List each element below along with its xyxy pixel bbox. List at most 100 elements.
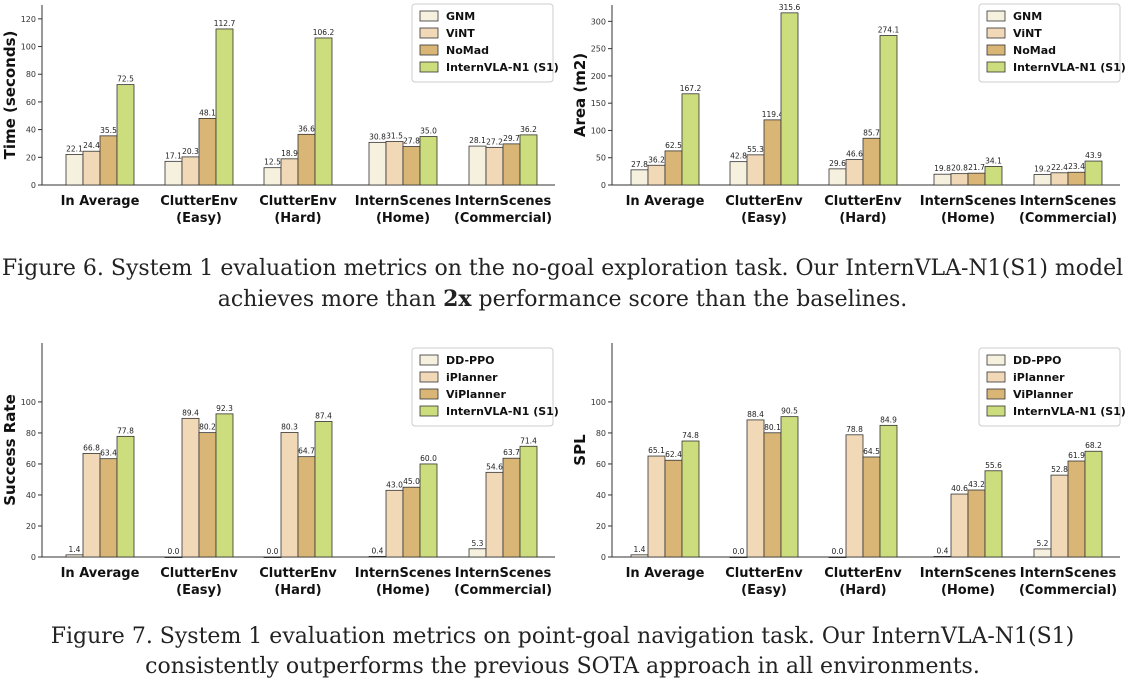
data-label: 66.8	[83, 443, 100, 452]
legend-swatch	[419, 354, 439, 366]
x-tick-label: InternScenes	[920, 194, 1017, 209]
x-tick-label: InternScenes	[355, 194, 452, 209]
bar	[967, 489, 986, 558]
figure-6-caption-pre: achieves more than	[217, 287, 444, 312]
data-label: 30.8	[369, 132, 386, 141]
data-label: 89.4	[182, 408, 199, 417]
legend-swatch	[419, 44, 439, 56]
legend-label: GNM	[1013, 10, 1042, 23]
legend-label: ViNT	[446, 27, 475, 40]
data-label: 27.2	[486, 137, 503, 146]
data-label: 19.2	[1034, 165, 1051, 174]
data-label: 34.1	[985, 156, 1002, 165]
y-tick-label: 50	[596, 154, 606, 163]
figure-7-caption: Figure 7. System 1 evaluation metrics on…	[0, 622, 1125, 682]
bar	[116, 435, 135, 558]
bar	[468, 145, 487, 186]
legend-swatch	[419, 405, 439, 417]
bar	[385, 140, 404, 186]
bar	[681, 93, 700, 186]
legend-swatch	[419, 371, 439, 383]
x-tick-label: ClutterEnv	[824, 194, 902, 209]
data-label: 63.4	[100, 449, 117, 458]
x-tick-label: ClutterEnv	[259, 194, 337, 209]
bar	[297, 133, 316, 186]
bar	[314, 421, 333, 558]
legend-label: InternVLA-N1 (S1)	[1013, 405, 1125, 418]
data-label: 20.8	[951, 164, 968, 173]
data-label: 20.3	[182, 147, 199, 156]
bar	[950, 493, 969, 558]
legend-label: DD-PPO	[446, 354, 495, 367]
legend-label: NoMad	[1013, 44, 1056, 57]
bar	[65, 153, 84, 186]
x-tick-label: (Hard)	[274, 211, 321, 226]
y-axis-label: Time (seconds)	[1, 31, 19, 160]
bar	[181, 417, 200, 558]
y-tick-label: 60	[596, 460, 606, 469]
data-label: 80.3	[281, 422, 298, 431]
x-tick-label: In Average	[61, 194, 140, 209]
bar	[746, 154, 765, 186]
bar	[780, 416, 799, 558]
data-label: 40.6	[951, 484, 968, 493]
data-label: 62.4	[665, 450, 682, 459]
data-label: 45.0	[403, 477, 420, 486]
x-tick-label: InternScenes	[1020, 566, 1117, 581]
data-label: 61.9	[1068, 451, 1085, 460]
x-tick-label: ClutterEnv	[259, 566, 337, 581]
figure-6-caption-post: performance score than the baselines.	[471, 287, 908, 312]
bar	[263, 556, 282, 559]
data-label: 64.5	[863, 447, 880, 456]
data-label: 106.2	[313, 28, 335, 37]
data-label: 48.1	[199, 108, 216, 117]
bar	[198, 432, 217, 558]
bar	[1033, 548, 1052, 558]
bar	[215, 413, 234, 558]
data-label: 315.6	[779, 3, 801, 12]
bar	[164, 556, 183, 559]
bar	[630, 169, 649, 186]
bar	[1050, 172, 1069, 186]
data-label: 17.1	[165, 151, 182, 160]
data-label: 36.2	[648, 155, 665, 164]
bar	[82, 453, 101, 558]
y-tick-label: 0	[601, 553, 606, 562]
data-label: 36.6	[298, 124, 315, 133]
bar	[385, 489, 404, 558]
legend-swatch	[986, 371, 1006, 383]
data-label: 78.8	[846, 425, 863, 434]
bar	[314, 37, 333, 186]
x-tick-label: (Hard)	[839, 211, 886, 226]
x-tick-label: (Easy)	[741, 211, 787, 226]
legend-label: InternVLA-N1 (S1)	[1013, 61, 1125, 74]
data-label: 74.8	[682, 431, 699, 440]
x-tick-label: (Home)	[941, 583, 995, 598]
x-tick-label: In Average	[626, 566, 705, 581]
bar	[280, 432, 299, 558]
data-label: 0.0	[168, 547, 180, 556]
x-tick-label: (Hard)	[839, 583, 886, 598]
x-tick-label: (Commercial)	[454, 211, 552, 226]
x-tick-label: (Commercial)	[1019, 211, 1117, 226]
data-label: 46.6	[846, 150, 863, 159]
data-label: 42.8	[730, 152, 747, 161]
bar	[297, 456, 316, 558]
data-label: 71.4	[520, 436, 537, 445]
legend-swatch	[986, 405, 1006, 417]
x-tick-label: (Home)	[941, 211, 995, 226]
bar	[502, 457, 521, 558]
x-tick-label: (Easy)	[176, 583, 222, 598]
legend-box	[978, 347, 1121, 427]
data-label: 12.5	[264, 158, 281, 167]
bar	[828, 556, 847, 559]
data-label: 31.5	[386, 131, 403, 140]
data-label: 85.7	[863, 128, 880, 137]
x-tick-label: In Average	[61, 566, 140, 581]
y-tick-label: 40	[26, 491, 36, 500]
data-label: 80.2	[199, 423, 216, 432]
y-axis-label: Success Rate	[1, 394, 19, 506]
y-tick-label: 200	[591, 72, 606, 81]
bar	[485, 146, 504, 186]
data-label: 28.1	[469, 136, 486, 145]
